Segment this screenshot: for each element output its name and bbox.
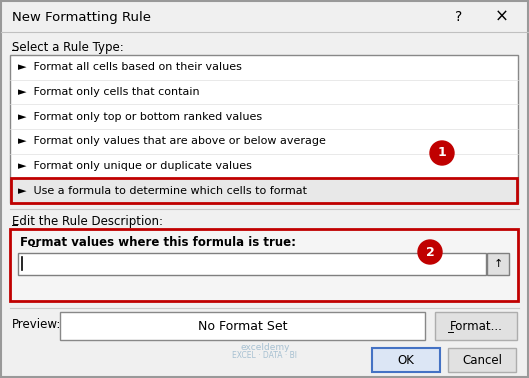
Text: Preview:: Preview: [12, 319, 61, 332]
Text: EXCEL · DATA · BI: EXCEL · DATA · BI [233, 352, 297, 361]
Bar [18, 253, 486, 275]
Text: Cancel: Cancel [462, 353, 502, 367]
Text: OK: OK [398, 353, 414, 367]
Circle shape [418, 240, 442, 264]
Bar [372, 348, 440, 372]
Text: No Format Set: No Format Set [198, 319, 287, 333]
Text: ↑: ↑ [494, 259, 503, 269]
Text: ×: × [495, 8, 509, 26]
Text: 1: 1 [437, 147, 446, 160]
Text: Format...: Format... [450, 319, 503, 333]
Bar [10, 55, 518, 203]
Bar [11, 178, 517, 203]
Text: Edit the Rule Description:: Edit the Rule Description: [12, 215, 163, 228]
Text: 2: 2 [426, 245, 434, 259]
Text: Select a Rule Type:: Select a Rule Type: [12, 40, 124, 54]
Text: ?: ? [455, 10, 463, 24]
Circle shape [430, 141, 454, 165]
Text: ►  Format only top or bottom ranked values: ► Format only top or bottom ranked value… [18, 112, 262, 122]
Text: New Formatting Rule: New Formatting Rule [12, 11, 151, 25]
Text: Format values where this formula is true:: Format values where this formula is true… [20, 235, 296, 248]
Text: ►  Format only unique or duplicate values: ► Format only unique or duplicate values [18, 161, 252, 171]
Bar [435, 312, 517, 340]
Bar [448, 348, 516, 372]
Text: exceldemy: exceldemy [240, 342, 290, 352]
Text: ►  Use a formula to determine which cells to format: ► Use a formula to determine which cells… [18, 186, 307, 196]
Text: ►  Format only cells that contain: ► Format only cells that contain [18, 87, 199, 97]
Bar [487, 253, 509, 275]
Text: ►  Format all cells based on their values: ► Format all cells based on their values [18, 62, 242, 72]
Bar [60, 312, 425, 340]
Bar [10, 229, 518, 301]
Text: ►  Format only values that are above or below average: ► Format only values that are above or b… [18, 136, 326, 146]
